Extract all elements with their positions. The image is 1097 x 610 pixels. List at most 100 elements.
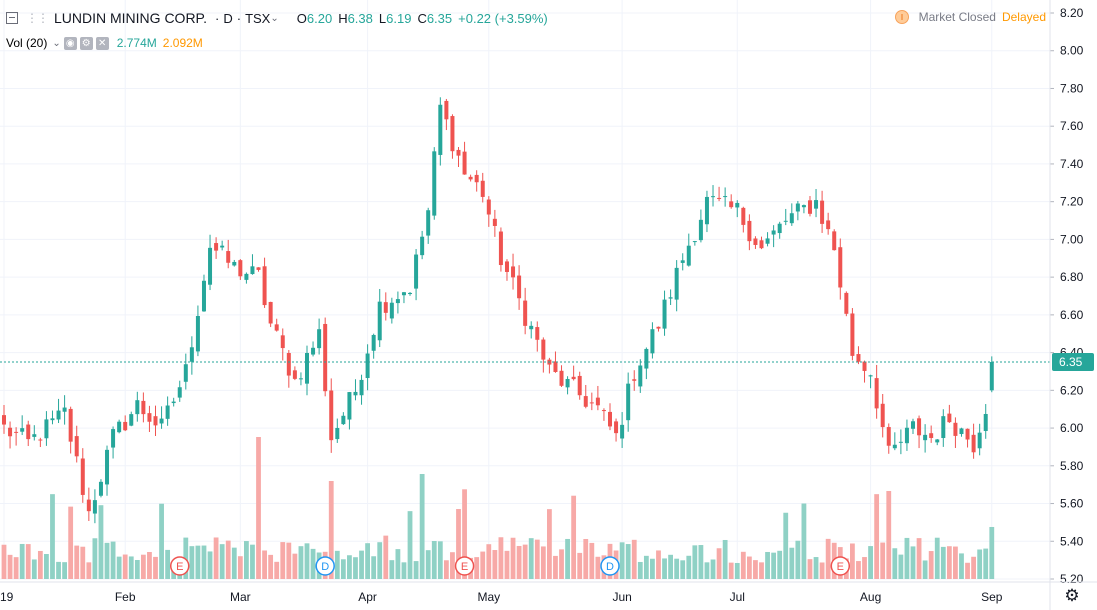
volume-bar <box>540 546 546 579</box>
candle-body <box>826 220 831 230</box>
volume-bar <box>504 550 510 579</box>
candle-body <box>8 427 13 437</box>
volume-bar <box>431 541 437 579</box>
candle-body <box>644 348 649 369</box>
volume-bar <box>934 537 940 579</box>
settings-icon[interactable]: ⚙ <box>79 36 93 50</box>
candle-body <box>723 196 728 198</box>
volume-bar <box>31 559 37 579</box>
candle-body <box>317 329 322 349</box>
price-axis[interactable]: 8.208.007.807.607.407.207.006.806.606.40… <box>1050 6 1084 586</box>
volume-bar <box>662 558 667 579</box>
time-axis[interactable]: 19 Feb Mar Apr May Jun Jul Aug Sep <box>0 590 1003 604</box>
candle-body <box>38 439 43 441</box>
chevron-down-icon[interactable]: ⌄ <box>52 37 61 49</box>
volume-bar <box>940 546 946 579</box>
volume-bar <box>244 541 249 579</box>
candle-body <box>850 313 855 356</box>
volume-bar <box>553 555 558 579</box>
volume-bar <box>619 542 625 579</box>
candle-body <box>214 243 219 251</box>
drag-handle-icon[interactable]: ⋮⋮ <box>26 11 49 25</box>
y-tick-label: 5.60 <box>1060 497 1084 511</box>
volume-bar <box>631 539 637 579</box>
dividend-marker[interactable] <box>315 556 335 576</box>
candle-body <box>105 449 110 485</box>
earnings-marker[interactable] <box>169 556 190 576</box>
candle-body <box>250 266 255 275</box>
candle-body <box>238 260 243 277</box>
candle-body <box>232 261 237 266</box>
candle-body <box>608 411 612 427</box>
y-tick-label: 8.20 <box>1060 6 1084 20</box>
volume-bar <box>819 562 825 579</box>
candle-body <box>856 354 861 362</box>
volume-bar <box>256 437 261 579</box>
candle-body <box>129 414 134 426</box>
volume-bar <box>595 556 601 579</box>
volume-bar <box>801 503 807 579</box>
volume-bar <box>868 546 873 579</box>
chevron-down-icon[interactable]: ⌄ <box>270 12 279 24</box>
volume-bar <box>365 543 370 579</box>
candle-body <box>595 397 600 406</box>
volume-bar <box>989 526 995 579</box>
x-tick-label: Jun <box>612 590 631 604</box>
candle-body <box>765 238 770 244</box>
y-tick-label: 7.20 <box>1060 195 1084 209</box>
candle-body <box>571 376 576 380</box>
candle-body <box>159 418 164 424</box>
volume-bar <box>62 562 67 579</box>
volume-bar <box>298 546 304 579</box>
candle-body <box>256 267 261 270</box>
candle-body <box>86 499 91 512</box>
candle-body <box>98 481 103 496</box>
volume-bar <box>686 555 692 579</box>
eye-icon[interactable]: ◉ <box>63 36 77 50</box>
volume-bar <box>371 556 377 579</box>
candle-body <box>614 421 619 434</box>
volume-bar <box>213 537 219 579</box>
volume-bar <box>304 543 310 579</box>
collapse-icon[interactable] <box>6 12 18 24</box>
candle-body <box>377 301 382 341</box>
gear-icon[interactable]: ⚙ <box>1064 586 1080 605</box>
candle-body <box>165 405 170 419</box>
candle-body <box>892 444 897 449</box>
volume-value: 2.774M <box>116 36 157 50</box>
volume-bar <box>56 561 61 579</box>
candle-body <box>201 280 206 312</box>
volume-indicator-label[interactable]: Vol (20) <box>6 36 48 50</box>
volume-bar <box>80 546 86 579</box>
volume-bar <box>656 550 661 579</box>
candle-body <box>14 431 19 433</box>
volume-bar <box>262 550 267 579</box>
candle-body <box>177 387 182 398</box>
volume-bar <box>534 539 540 579</box>
dividend-marker[interactable] <box>600 556 620 576</box>
candle-body <box>486 199 491 215</box>
candle-body <box>735 202 740 208</box>
candle-body <box>347 392 352 420</box>
earnings-marker[interactable] <box>830 556 851 576</box>
symbol-name[interactable]: LUNDIN MINING CORP. <box>54 10 207 26</box>
candle-body <box>983 413 988 432</box>
earnings-marker[interactable] <box>454 556 475 576</box>
close-icon[interactable]: ✕ <box>95 36 109 50</box>
volume-bar <box>565 538 570 579</box>
y-tick-label: 7.40 <box>1060 157 1084 171</box>
volume-bar <box>680 560 686 579</box>
candle-body <box>789 213 794 224</box>
candle-body <box>832 231 837 251</box>
candle-body <box>620 424 625 439</box>
candle-body <box>795 203 800 212</box>
market-closed-label: Market Closed <box>918 10 996 24</box>
volume-bar <box>983 548 989 579</box>
low-value: 6.19 <box>386 10 412 26</box>
volume-bar <box>219 544 225 579</box>
volume-bar <box>334 550 340 579</box>
y-tick-label: 6.60 <box>1060 308 1084 322</box>
volume-bar <box>850 543 855 579</box>
